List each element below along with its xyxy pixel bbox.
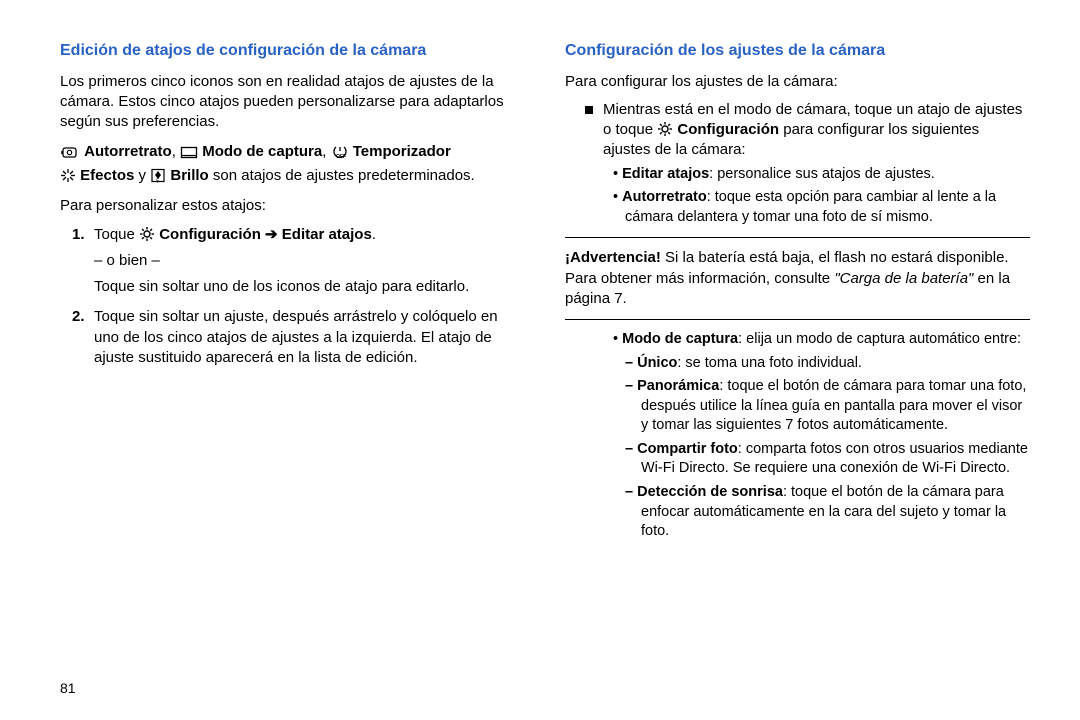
b3-bold: Modo de captura <box>622 331 738 347</box>
svg-text:OFF: OFF <box>336 154 346 159</box>
step1-alt: Toque sin soltar uno de los iconos de at… <box>94 277 525 297</box>
brightness-icon: 5 <box>150 168 166 183</box>
step1-dot: . <box>372 226 376 243</box>
capturemode-icon <box>180 145 198 159</box>
divider-top <box>565 237 1030 238</box>
bullet-editar-atajos: Editar atajos: personalice sus atajos de… <box>613 165 1030 185</box>
warn-italic: "Carga de la batería" <box>834 270 973 287</box>
left-column: Edición de atajos de configuración de la… <box>60 40 525 700</box>
b1-bold: Editar atajos <box>622 166 709 182</box>
d3-bold: Compartir foto <box>637 441 738 457</box>
divider-bottom <box>565 319 1030 320</box>
d2-bold: Panorámica <box>637 378 719 394</box>
effects-icon <box>60 168 76 183</box>
label-modocaptura: Modo de captura <box>202 143 322 160</box>
sq-text-b: Configuración <box>677 121 779 138</box>
dash-panoramica: – Panorámica: toque el botón de cámara p… <box>625 377 1030 436</box>
gear-icon <box>139 226 155 242</box>
label-autorretrato: Autorretrato <box>84 143 172 160</box>
svg-text:5: 5 <box>156 179 159 184</box>
step1-obien: – o bien – <box>94 251 525 271</box>
page-number: 81 <box>60 680 76 696</box>
step-1-num: 1. <box>72 225 94 245</box>
bullet-autorretrato: Autorretrato: toque esta opción para cam… <box>613 188 1030 227</box>
step-2-body: Toque sin soltar un ajuste, después arrá… <box>94 307 525 368</box>
timer-icon: OFF <box>331 144 349 159</box>
label-temporizador: Temporizador <box>353 143 451 160</box>
text-y: y <box>134 167 150 184</box>
b1-text: : personalice sus atajos de ajustes. <box>709 166 935 182</box>
b2-bold: Autorretrato <box>622 189 707 205</box>
d1-bold: Único <box>637 355 677 371</box>
square-bullet-body: Mientras está en el modo de cámara, toqu… <box>603 100 1030 161</box>
label-brillo: Brillo <box>170 167 208 184</box>
step1-path: Configuración ➔ Editar atajos <box>159 226 372 243</box>
warn-label: ¡Advertencia! <box>565 249 665 266</box>
warning-block: ¡Advertencia! Si la batería está baja, e… <box>565 248 1030 309</box>
step1-toque: Toque <box>94 226 139 243</box>
gear-icon-2 <box>657 121 673 137</box>
step-1-body: Toque Configuración ➔ Editar atajos. <box>94 225 525 245</box>
shortcut-defaults-line: Autorretrato, Modo de captura, OFF Tempo… <box>60 140 525 188</box>
dash-unico: – Único: se toma una foto individual. <box>625 354 1030 374</box>
right-column: Configuración de los ajustes de la cámar… <box>565 40 1030 700</box>
label-efectos: Efectos <box>80 167 134 184</box>
dash-compartir: – Compartir foto: comparta fotos con otr… <box>625 440 1030 479</box>
left-heading: Edición de atajos de configuración de la… <box>60 40 525 62</box>
selfportrait-icon <box>60 145 80 159</box>
square-bullet-icon <box>585 106 593 114</box>
manual-page: Edición de atajos de configuración de la… <box>0 0 1080 720</box>
text-defaults-rest: son atajos de ajustes predeterminados. <box>209 167 475 184</box>
d1-text: : se toma una foto individual. <box>677 355 862 371</box>
b3-text: : elija un modo de captura automático en… <box>738 331 1021 347</box>
right-heading: Configuración de los ajustes de la cámar… <box>565 40 1030 62</box>
step-2: 2. Toque sin soltar un ajuste, después a… <box>72 307 525 368</box>
dash-sonrisa: – Detección de sonrisa: toque el botón d… <box>625 483 1030 542</box>
left-p3: Para personalizar estos atajos: <box>60 196 525 216</box>
bullet-modo-captura: Modo de captura: elija un modo de captur… <box>613 330 1030 350</box>
right-p1: Para configurar los ajustes de la cámara… <box>565 72 1030 92</box>
step-1: 1. Toque Configuración ➔ Editar atajos. <box>72 225 525 245</box>
left-intro: Los primeros cinco iconos son en realida… <box>60 72 525 133</box>
square-bullet-row: Mientras está en el modo de cámara, toqu… <box>585 100 1030 161</box>
step-2-num: 2. <box>72 307 94 368</box>
d4-bold: Detección de sonrisa <box>637 484 783 500</box>
